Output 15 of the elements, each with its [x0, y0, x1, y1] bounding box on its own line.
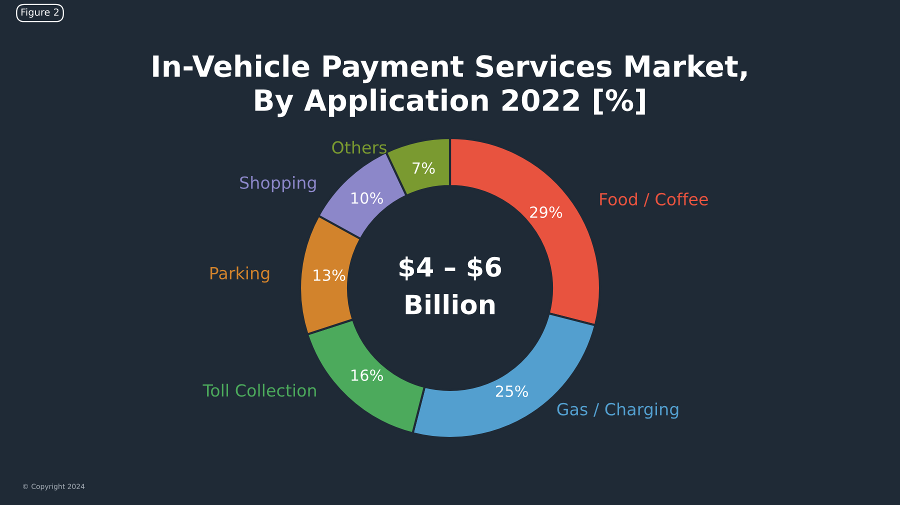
- data-label: 16%: [352, 369, 383, 382]
- slice-label: Food / Coffee: [600, 192, 708, 207]
- slice-label: Shopping: [240, 176, 316, 192]
- slice-label: Others: [332, 140, 386, 154]
- data-label: 10%: [352, 192, 383, 204]
- slice-label: Gas / Charging: [557, 402, 678, 419]
- chart-title: In-Vehicle Payment Services Market, By Application 2022 [%]: [153, 54, 747, 118]
- caption: Figure 2: [21, 8, 59, 18]
- data-label: 13%: [314, 269, 346, 281]
- slice-label: Toll Collection: [202, 384, 316, 397]
- slice-label: Parking: [210, 266, 270, 283]
- data-label: 25%: [496, 385, 528, 398]
- data-label: 29%: [530, 206, 562, 218]
- data-label: 7%: [412, 162, 435, 174]
- text: $4 – $6 Billion: [400, 256, 502, 314]
